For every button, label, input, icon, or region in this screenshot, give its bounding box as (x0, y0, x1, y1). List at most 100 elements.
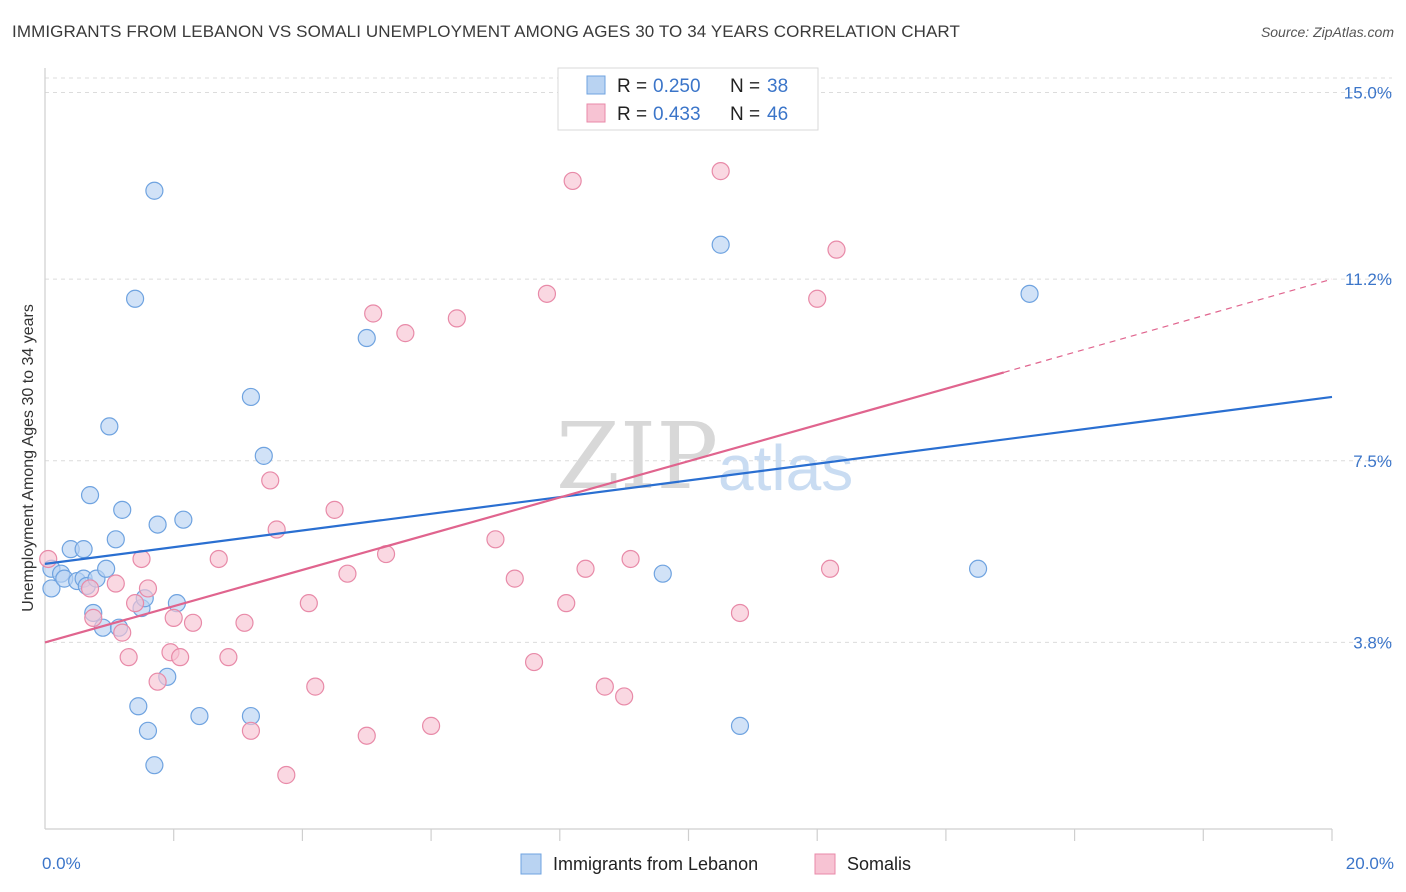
bottom-legend-label-somalis: Somalis (847, 854, 911, 874)
chart-title: IMMIGRANTS FROM LEBANON VS SOMALI UNEMPL… (12, 22, 960, 41)
point-lebanon (129, 697, 148, 716)
legend-swatch-lebanon (586, 75, 606, 95)
legend-swatch-somalis (586, 103, 606, 123)
point-somalis (325, 500, 344, 519)
y-tick-labels: 3.8% 7.5% 11.2% 15.0% (1344, 84, 1392, 653)
y-tick-label: 15.0% (1344, 84, 1392, 103)
trend-line-somalis (44, 371, 1005, 644)
point-lebanon (190, 706, 209, 726)
point-somalis (595, 677, 614, 696)
point-lebanon (241, 387, 261, 407)
point-somalis (39, 549, 58, 569)
point-somalis (505, 569, 524, 588)
y-tick-label: 3.8% (1353, 633, 1392, 652)
point-somalis (396, 324, 415, 343)
point-somalis (557, 594, 576, 613)
point-somalis (730, 603, 750, 623)
point-somalis (235, 613, 254, 632)
point-lebanon (145, 181, 164, 200)
point-lebanon (174, 510, 193, 529)
trend-line-somalis-extension (1003, 278, 1333, 373)
point-somalis (219, 648, 238, 667)
point-somalis (357, 726, 376, 745)
bottom-legend-swatch-somalis (814, 853, 836, 875)
point-lebanon (711, 235, 730, 254)
legend-n-label-lebanon: N = (730, 76, 760, 97)
point-somalis (524, 652, 544, 672)
point-lebanon (113, 500, 132, 519)
point-somalis (364, 304, 383, 323)
bottom-legend: Immigrants from Lebanon Somalis (520, 853, 911, 875)
legend-n-value-somalis: 46 (767, 104, 788, 125)
point-somalis (106, 574, 125, 593)
bottom-legend-swatch-lebanon (520, 853, 542, 875)
point-lebanon (100, 417, 119, 436)
x-tick-label-min: 0.0% (42, 854, 81, 873)
point-lebanon (125, 289, 145, 308)
x-tick-labels: 0.0% 20.0% (42, 854, 1394, 873)
watermark-zip: ZIP (556, 403, 718, 510)
series-somalis-points (39, 162, 846, 785)
point-lebanon (145, 756, 164, 775)
point-somalis (711, 162, 730, 181)
point-lebanon (97, 559, 116, 578)
point-somalis (306, 677, 325, 696)
legend-r-label-lebanon: R = (617, 76, 647, 97)
point-lebanon (74, 540, 93, 559)
point-lebanon (106, 530, 125, 549)
point-somalis (113, 623, 132, 642)
point-somalis (615, 687, 634, 706)
point-somalis (125, 594, 145, 613)
y-axis-label: Unemployment Among Ages 30 to 34 years (20, 304, 37, 612)
point-somalis (84, 608, 103, 627)
point-lebanon (42, 579, 61, 598)
point-lebanon (254, 446, 273, 465)
point-somalis (261, 471, 280, 490)
trend-lines (44, 278, 1333, 644)
point-somalis (277, 765, 296, 785)
point-somalis (563, 171, 582, 191)
point-lebanon (80, 486, 100, 505)
legend-n-label-somalis: N = (730, 104, 760, 125)
point-somalis (447, 309, 466, 328)
point-somalis (422, 716, 441, 735)
x-tick-label-max: 20.0% (1346, 854, 1394, 873)
bottom-legend-label-lebanon: Immigrants from Lebanon (553, 854, 758, 874)
point-somalis (576, 559, 595, 578)
y-tick-label: 11.2% (1345, 270, 1392, 289)
point-somalis (209, 549, 228, 569)
series-lebanon-points (42, 181, 1039, 775)
point-somalis (621, 549, 640, 569)
point-somalis (171, 648, 190, 667)
point-somalis (80, 579, 100, 598)
point-somalis (119, 648, 138, 667)
trend-line-lebanon (44, 395, 1333, 565)
point-somalis (183, 613, 203, 632)
y-tick-label: 7.5% (1353, 452, 1392, 471)
point-somalis (808, 289, 827, 308)
point-somalis (138, 579, 158, 598)
x-ticks (173, 829, 1333, 841)
point-somalis (827, 240, 846, 259)
point-lebanon (653, 564, 672, 583)
point-somalis (148, 672, 167, 691)
point-somalis (299, 594, 318, 613)
point-somalis (537, 284, 557, 303)
point-somalis (820, 559, 840, 578)
point-somalis (241, 721, 261, 740)
point-lebanon (148, 515, 167, 534)
top-legend: R = 0.250 N = 38 R = 0.433 N = 46 (557, 67, 819, 131)
source-label: Source: ZipAtlas.com (1260, 24, 1394, 40)
point-lebanon (357, 328, 376, 348)
point-somalis (164, 608, 183, 627)
legend-r-label-somalis: R = (617, 104, 647, 125)
point-lebanon (730, 716, 750, 735)
legend-r-value-lebanon: 0.250 (653, 76, 701, 97)
point-lebanon (968, 559, 988, 578)
point-lebanon (1020, 284, 1039, 303)
point-somalis (486, 530, 505, 549)
legend-n-value-lebanon: 38 (767, 76, 788, 97)
point-lebanon (138, 721, 158, 740)
point-somalis (338, 564, 357, 583)
